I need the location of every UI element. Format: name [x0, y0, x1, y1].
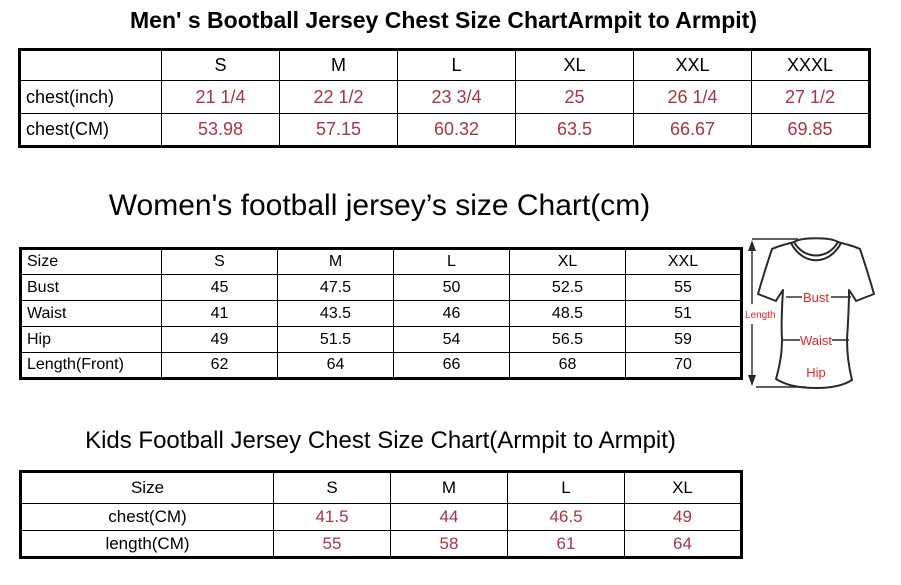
value-cell: 54: [393, 326, 510, 353]
women-bust-row: Bust 45 47.5 50 52.5 55: [20, 274, 742, 301]
value-cell: 41.5: [273, 503, 391, 531]
size-header-cell: S: [161, 49, 280, 81]
kids-length-row: length(CM) 55 58 61 64: [20, 530, 742, 558]
value-cell: 64: [624, 530, 742, 558]
value-cell: 49: [161, 326, 278, 353]
value-cell: 45: [161, 274, 278, 301]
size-header-cell: S: [161, 248, 278, 275]
length-arrow: [748, 238, 806, 388]
kids-chart-title: Kids Football Jersey Chest Size Chart(Ar…: [85, 427, 676, 454]
women-length-row: Length(Front) 62 64 66 68 70: [20, 352, 742, 379]
value-cell: 46: [393, 300, 510, 327]
value-cell: 43.5: [277, 300, 394, 327]
value-cell: 64: [277, 352, 394, 379]
size-header-cell: XL: [624, 471, 742, 504]
value-cell: 49: [624, 503, 742, 531]
value-cell: 66: [393, 352, 510, 379]
size-header-cell: L: [397, 49, 516, 81]
value-cell: 27 1/2: [751, 80, 870, 114]
corner-cell: [19, 49, 162, 81]
value-cell: 46.5: [507, 503, 625, 531]
tshirt-measurement-diagram: Length Bust Waist Hip: [742, 234, 901, 400]
length-label: Length: [745, 310, 776, 321]
size-header-cell: Size: [20, 471, 274, 504]
value-cell: 61: [507, 530, 625, 558]
value-cell: 57.15: [279, 113, 398, 147]
size-header-cell: S: [273, 471, 391, 504]
value-cell: 58: [390, 530, 508, 558]
value-cell: 25: [515, 80, 634, 114]
size-header-cell: XXL: [633, 49, 752, 81]
size-header-cell: M: [277, 248, 394, 275]
value-cell: 55: [625, 274, 742, 301]
size-header-cell: Size: [20, 248, 162, 275]
value-cell: 63.5: [515, 113, 634, 147]
size-header-cell: L: [393, 248, 510, 275]
value-cell: 21 1/4: [161, 80, 280, 114]
value-cell: 56.5: [509, 326, 626, 353]
size-header-cell: XXL: [625, 248, 742, 275]
women-waist-row: Waist 41 43.5 46 48.5 51: [20, 300, 742, 327]
women-size-table: Size S M L XL XXL Bust 45 47.5 50 52.5 5…: [19, 247, 743, 380]
value-cell: 59: [625, 326, 742, 353]
kids-header-row: Size S M L XL: [20, 471, 742, 504]
value-cell: 62: [161, 352, 278, 379]
value-cell: 60.32: [397, 113, 516, 147]
tshirt-outline-icon: [757, 237, 875, 389]
value-cell: 41: [161, 300, 278, 327]
value-cell: 69.85: [751, 113, 870, 147]
value-cell: 51.5: [277, 326, 394, 353]
value-cell: 23 3/4: [397, 80, 516, 114]
size-header-cell: XXXL: [751, 49, 870, 81]
bust-label: Bust: [803, 290, 829, 305]
kids-size-table: Size S M L XL chest(CM) 41.5 44 46.5 49 …: [19, 470, 743, 559]
men-chest-cm-row: chest(CM) 53.98 57.15 60.32 63.5 66.67 6…: [19, 113, 870, 147]
size-header-cell: M: [279, 49, 398, 81]
value-cell: 55: [273, 530, 391, 558]
row-label: Length(Front): [20, 352, 162, 379]
value-cell: 70: [625, 352, 742, 379]
value-cell: 50: [393, 274, 510, 301]
kids-chest-row: chest(CM) 41.5 44 46.5 49: [20, 503, 742, 531]
size-header-cell: XL: [515, 49, 634, 81]
men-size-table: S M L XL XXL XXXL chest(inch) 21 1/4 22 …: [18, 48, 871, 148]
value-cell: 52.5: [509, 274, 626, 301]
value-cell: 48.5: [509, 300, 626, 327]
size-header-cell: XL: [509, 248, 626, 275]
women-hip-row: Hip 49 51.5 54 56.5 59: [20, 326, 742, 353]
size-header-cell: L: [507, 471, 625, 504]
value-cell: 51: [625, 300, 742, 327]
value-cell: 68: [509, 352, 626, 379]
hip-label: Hip: [806, 365, 826, 380]
waist-label: Waist: [800, 333, 832, 348]
value-cell: 44: [390, 503, 508, 531]
size-header-cell: M: [390, 471, 508, 504]
value-cell: 53.98: [161, 113, 280, 147]
row-label: Waist: [20, 300, 162, 327]
women-header-row: Size S M L XL XXL: [20, 248, 742, 275]
men-chest-inch-row: chest(inch) 21 1/4 22 1/2 23 3/4 25 26 1…: [19, 80, 870, 114]
women-chart-title: Women's football jersey’s size Chart(cm): [108, 189, 651, 222]
row-label: chest(CM): [20, 503, 274, 531]
men-header-row: S M L XL XXL XXXL: [19, 49, 870, 81]
row-label: chest(CM): [19, 113, 162, 147]
value-cell: 26 1/4: [633, 80, 752, 114]
row-label: Bust: [20, 274, 162, 301]
row-label: chest(inch): [19, 80, 162, 114]
value-cell: 66.67: [633, 113, 752, 147]
row-label: Hip: [20, 326, 162, 353]
row-label: length(CM): [20, 530, 274, 558]
value-cell: 47.5: [277, 274, 394, 301]
value-cell: 22 1/2: [279, 80, 398, 114]
men-chart-title: Men' s Bootball Jersey Chest Size ChartA…: [130, 7, 757, 33]
